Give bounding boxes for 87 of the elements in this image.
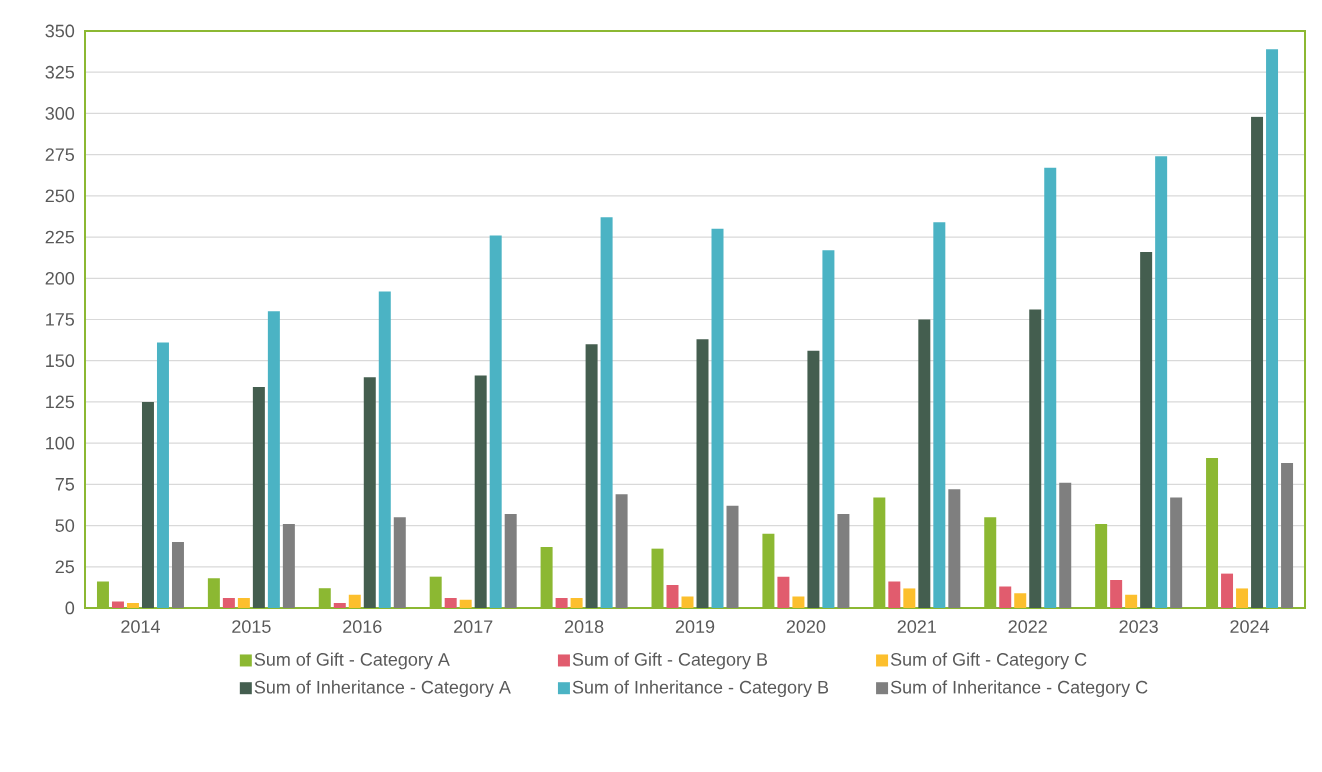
- legend-label: Sum of Gift - Category C: [890, 652, 1087, 670]
- bar: [459, 599, 472, 608]
- x-tick-label: 2019: [675, 620, 715, 633]
- y-tick-label: 175: [46, 313, 75, 326]
- bar: [933, 222, 946, 608]
- bar: [837, 514, 850, 608]
- bar: [666, 584, 679, 608]
- y-tick-label: 100: [46, 436, 75, 450]
- bar: [333, 603, 346, 608]
- y-tick-label: 0: [65, 601, 75, 615]
- x-tick-label: 2014: [121, 620, 160, 633]
- bar: [363, 377, 376, 608]
- bar: [999, 586, 1012, 608]
- y-tick-label: 25: [55, 560, 75, 574]
- bar: [615, 494, 628, 608]
- y-tick-label: 75: [55, 478, 75, 491]
- bar: [378, 291, 391, 608]
- bar: [555, 598, 568, 608]
- bar: [726, 505, 739, 608]
- bar: [696, 339, 709, 608]
- bar: [711, 228, 724, 608]
- y-tick-label: 150: [46, 354, 75, 368]
- y-tick-label: 125: [46, 395, 75, 409]
- bar: [141, 401, 154, 608]
- x-tick-label: 2020: [786, 620, 826, 633]
- x-tick-label: 2017: [454, 620, 493, 633]
- bar: [222, 598, 235, 608]
- bar: [681, 596, 694, 608]
- legend-label: Sum of Inheritance - Category A: [254, 680, 511, 698]
- y-tick-label: 225: [45, 230, 75, 244]
- bar: [1125, 594, 1138, 608]
- bar: [1155, 156, 1168, 608]
- x-tick-label: 2018: [564, 620, 604, 633]
- bar: [903, 588, 916, 608]
- y-tick-label: 325: [45, 65, 75, 79]
- bar: [822, 250, 835, 608]
- bar: [1170, 497, 1183, 608]
- bar: [1110, 579, 1123, 608]
- x-tick-label: 2022: [1008, 620, 1047, 633]
- bar: [792, 596, 805, 608]
- y-tick-label: 275: [45, 148, 75, 162]
- bar: [237, 598, 250, 608]
- bar: [1281, 462, 1294, 608]
- x-tick-label: 2021: [897, 620, 936, 633]
- legend-label: Sum of Inheritance - Category C: [890, 680, 1148, 698]
- y-tick-label: 200: [45, 271, 75, 285]
- bar: [252, 387, 265, 608]
- bar: [126, 603, 139, 608]
- bar: [489, 235, 502, 608]
- bar: [474, 375, 487, 608]
- bar: [111, 601, 124, 608]
- bar: [600, 217, 613, 608]
- x-tick-label: 2015: [232, 620, 271, 633]
- legend-label: Sum of Gift - Category B: [572, 652, 768, 670]
- bar: [1014, 593, 1027, 608]
- legend-label: Sum of Inheritance - Category B: [572, 680, 829, 698]
- bar: [1029, 309, 1042, 608]
- bar: [171, 542, 184, 608]
- bar: [1236, 588, 1249, 608]
- bar: [1044, 167, 1057, 608]
- bar: [948, 489, 961, 608]
- bar: [585, 344, 598, 608]
- bar: [1221, 573, 1234, 608]
- bar: [570, 598, 583, 608]
- bar: [267, 311, 280, 608]
- x-tick-label: 2023: [1119, 620, 1158, 633]
- bar: [504, 514, 517, 608]
- bar: [1266, 49, 1279, 608]
- legend-label: Sum of Gift - Category A: [254, 652, 450, 670]
- bar: [1251, 116, 1264, 608]
- bar: [807, 350, 820, 608]
- y-tick-label: 50: [55, 519, 75, 532]
- y-tick-label: 300: [45, 107, 75, 120]
- bar: [777, 576, 790, 608]
- bar: [156, 342, 169, 608]
- x-tick-label: 2016: [343, 620, 382, 633]
- bar: [1059, 482, 1072, 608]
- bar: [348, 594, 361, 608]
- y-tick-label: 250: [45, 189, 75, 203]
- bar: [444, 598, 457, 608]
- bar: [918, 319, 931, 608]
- x-tick-label: 2024: [1230, 620, 1270, 633]
- bar: [888, 581, 901, 608]
- bar: [393, 517, 406, 608]
- bar: [1140, 251, 1153, 608]
- bar: [282, 523, 295, 608]
- y-tick-label: 350: [45, 24, 75, 38]
